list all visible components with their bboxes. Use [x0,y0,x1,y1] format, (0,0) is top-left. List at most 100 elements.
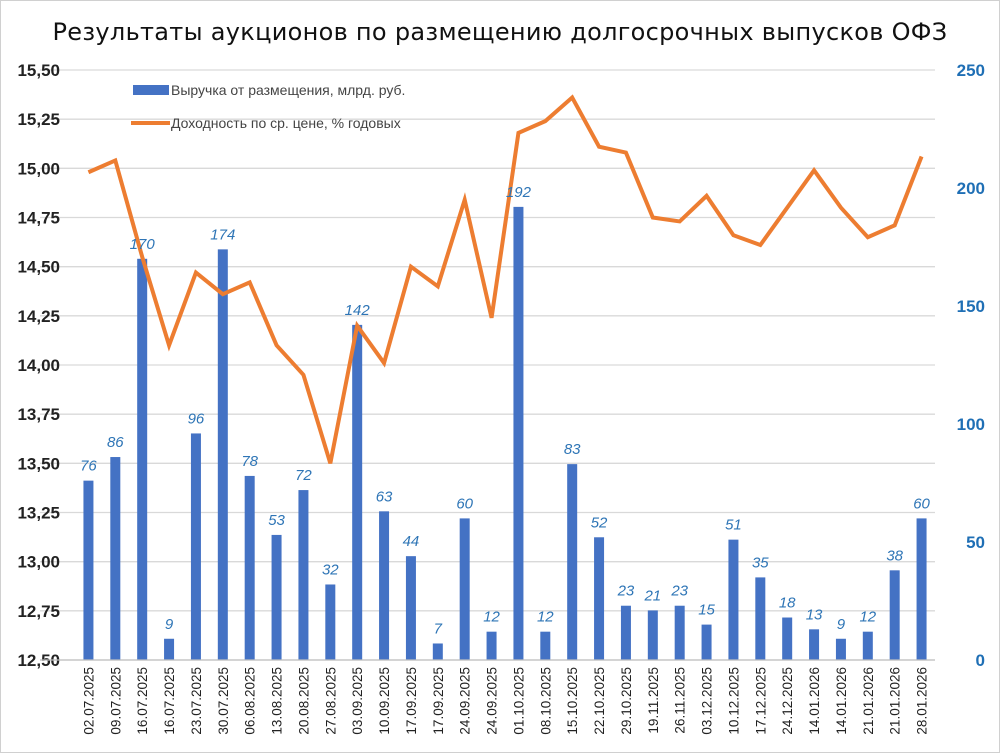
x-tick-label: 17.12.2025 [753,667,768,735]
right-tick-label: 100 [957,415,985,434]
right-tick-label: 250 [957,61,985,80]
bar [164,638,175,660]
bar-data-label: 170 [130,236,156,253]
chart-title: Результаты аукционов по размещению долго… [53,18,948,46]
bar-data-label: 60 [456,495,473,512]
bar-data-label: 23 [617,583,635,600]
yield-line [87,94,924,464]
left-tick-label: 15,00 [17,159,60,178]
right-tick-label: 200 [957,179,985,198]
left-tick-label: 14,25 [17,307,60,326]
bar [405,556,416,660]
legend: Выручка от размещения, млрд. руб. Доходн… [131,82,405,131]
x-tick-label: 02.07.2025 [81,667,96,735]
left-tick-label: 13,00 [17,553,60,572]
legend-line-label: Доходность по ср. цене, % годовых [171,115,401,131]
bar [916,518,927,660]
bar-data-label: 52 [591,514,608,531]
x-tick-label: 17.09.2025 [431,667,446,735]
x-tick-label: 16.07.2025 [135,667,150,735]
bar-data-label: 51 [725,517,742,534]
bar [110,457,121,660]
x-tick-label: 22.10.2025 [592,667,607,735]
x-tick-label: 23.07.2025 [189,667,204,735]
bar-data-label: 12 [537,609,554,626]
bar [809,629,820,660]
bar [459,518,470,660]
left-tick-label: 15,50 [17,61,60,80]
x-tick-label: 29.10.2025 [619,667,634,735]
bar [190,433,201,660]
bar [728,539,739,660]
bar-series [83,206,927,661]
line-series [87,94,924,464]
x-tick-label: 03.09.2025 [350,667,365,735]
bar-data-label: 142 [345,302,371,319]
bar-data-label: 76 [80,458,97,475]
bar [889,570,900,660]
x-tick-label: 28.01.2026 [915,667,930,735]
bar [620,605,631,660]
bar-data-label: 32 [322,561,339,578]
x-tick-label: 14.01.2026 [807,667,822,735]
x-tick-label: 13.08.2025 [270,667,285,735]
bar-data-label: 7 [434,620,443,637]
bar [540,631,551,660]
x-tick-label: 27.08.2025 [323,667,338,735]
bar [674,605,685,660]
data-labels: 76 86 170 9 96 174 78 53 72 32 142 63 44 7 60 12 192 12 83… [80,184,930,638]
x-tick-label: 20.08.2025 [296,667,311,735]
x-tick-label: 24.09.2025 [458,667,473,735]
x-axis: 02.07.2025 09.07.2025 16.07.2025 16.07.2025… [40,659,935,735]
left-tick-label: 14,75 [17,209,60,228]
bar-data-label: 60 [913,495,930,512]
legend-bar-label: Выручка от размещения, млрд. руб. [171,82,405,98]
bar-data-label: 18 [779,595,796,612]
x-tick-label: 19.11.2025 [646,667,661,734]
x-tick-label: 01.10.2025 [511,667,526,735]
bar-data-label: 86 [107,434,124,451]
left-tick-label: 12,75 [17,602,60,621]
bar [271,534,282,660]
x-tick-label: 08.10.2025 [538,667,553,735]
right-tick-label: 50 [966,533,985,552]
right-tick-label: 150 [957,297,985,316]
bar-data-label: 12 [483,609,500,626]
bar [755,577,766,660]
bar-data-label: 9 [165,616,174,633]
bar-data-label: 63 [376,488,393,505]
x-tick-label: 15.10.2025 [565,667,580,735]
bar-data-label: 21 [643,587,661,604]
bar [567,464,578,660]
bar-data-label: 78 [241,453,258,470]
left-tick-label: 13,25 [17,504,60,523]
bar [83,480,94,660]
bar [862,631,873,660]
bar [379,511,390,660]
bar-data-label: 13 [806,606,823,623]
bar-data-label: 15 [698,602,715,619]
bar-data-label: 23 [670,583,688,600]
bar-data-label: 96 [188,410,205,427]
bar-data-label: 38 [886,547,903,564]
x-tick-label: 03.12.2025 [700,667,715,735]
x-tick-label: 16.07.2025 [162,667,177,735]
x-tick-label: 06.08.2025 [243,667,258,735]
bar [432,643,443,660]
bar [217,249,228,661]
x-tick-label: 24.09.2025 [485,667,500,735]
bar [647,610,658,660]
bar [513,206,524,660]
x-tick-label: 10.12.2025 [726,667,741,735]
x-tick-label: 17.09.2025 [404,667,419,735]
x-tick-label: 21.01.2026 [888,667,903,735]
bar [325,584,336,660]
bar-data-label: 44 [403,533,420,550]
bar-data-label: 9 [837,616,846,633]
bar [835,638,846,660]
left-tick-label: 13,75 [17,405,60,424]
left-tick-label: 14,00 [17,356,60,375]
bar [701,624,712,660]
left-tick-label: 13,50 [17,454,60,473]
